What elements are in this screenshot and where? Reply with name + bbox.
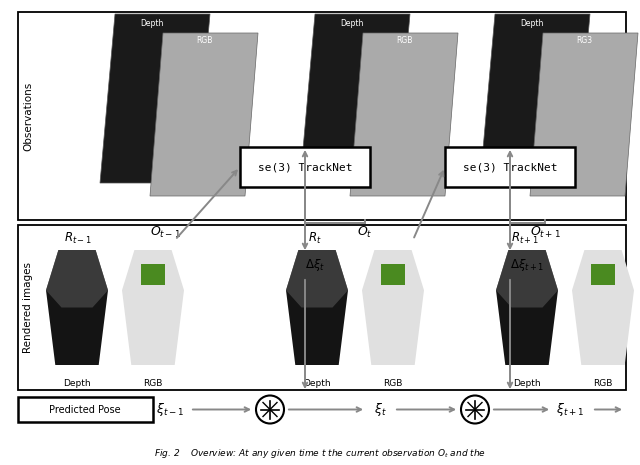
- Polygon shape: [572, 250, 634, 365]
- Text: $R_{t+1}$: $R_{t+1}$: [511, 231, 539, 246]
- Polygon shape: [496, 250, 558, 307]
- Polygon shape: [496, 250, 558, 365]
- Text: $\Delta\xi_{t+1}$: $\Delta\xi_{t+1}$: [510, 257, 545, 273]
- Text: Depth: Depth: [340, 19, 364, 28]
- Polygon shape: [530, 33, 638, 196]
- Text: RGB: RGB: [383, 379, 403, 388]
- Polygon shape: [480, 14, 590, 183]
- Text: $\Delta\xi_t$: $\Delta\xi_t$: [305, 257, 325, 273]
- Polygon shape: [286, 250, 348, 307]
- Circle shape: [256, 396, 284, 424]
- Text: RGB: RGB: [396, 36, 412, 45]
- FancyBboxPatch shape: [18, 12, 626, 220]
- Polygon shape: [300, 14, 410, 183]
- Polygon shape: [362, 250, 424, 365]
- Polygon shape: [46, 250, 108, 307]
- Text: Depth: Depth: [513, 379, 541, 388]
- Text: RGB: RGB: [196, 36, 212, 45]
- Polygon shape: [286, 250, 348, 365]
- Polygon shape: [46, 250, 108, 365]
- Text: $R_{t-1}$: $R_{t-1}$: [64, 231, 92, 246]
- Polygon shape: [141, 264, 165, 285]
- FancyBboxPatch shape: [18, 225, 626, 390]
- Text: Depth: Depth: [140, 19, 164, 28]
- Text: se(3) TrackNet: se(3) TrackNet: [258, 162, 352, 172]
- Text: $\xi_{t+1}$: $\xi_{t+1}$: [556, 401, 584, 418]
- Polygon shape: [591, 264, 616, 285]
- Text: RG3: RG3: [576, 36, 592, 45]
- Circle shape: [461, 396, 489, 424]
- Text: $O_t$: $O_t$: [357, 225, 372, 240]
- Polygon shape: [100, 14, 210, 183]
- Text: Fig. 2    Overview: At any given time $t$ the current observation $O_t$ and the: Fig. 2 Overview: At any given time $t$ t…: [154, 446, 486, 459]
- Text: RGB: RGB: [143, 379, 163, 388]
- Text: Depth: Depth: [303, 379, 331, 388]
- Polygon shape: [350, 33, 458, 196]
- Polygon shape: [381, 264, 405, 285]
- Text: se(3) TrackNet: se(3) TrackNet: [463, 162, 557, 172]
- Text: Predicted Pose: Predicted Pose: [49, 405, 121, 414]
- FancyBboxPatch shape: [240, 147, 370, 187]
- Polygon shape: [122, 250, 184, 365]
- Text: $\xi_{t-1}$: $\xi_{t-1}$: [156, 401, 184, 418]
- Text: RGB: RGB: [593, 379, 612, 388]
- Text: $R_t$: $R_t$: [308, 231, 322, 246]
- FancyBboxPatch shape: [445, 147, 575, 187]
- Text: Rendered images: Rendered images: [23, 262, 33, 353]
- Text: $O_{t-1}$: $O_{t-1}$: [150, 225, 180, 240]
- Text: Observations: Observations: [23, 81, 33, 151]
- Text: Depth: Depth: [63, 379, 91, 388]
- Text: Depth: Depth: [520, 19, 544, 28]
- Polygon shape: [150, 33, 258, 196]
- Text: $\xi_t$: $\xi_t$: [374, 401, 387, 418]
- Text: $O_{t+1}$: $O_{t+1}$: [530, 225, 561, 240]
- FancyBboxPatch shape: [18, 397, 153, 422]
